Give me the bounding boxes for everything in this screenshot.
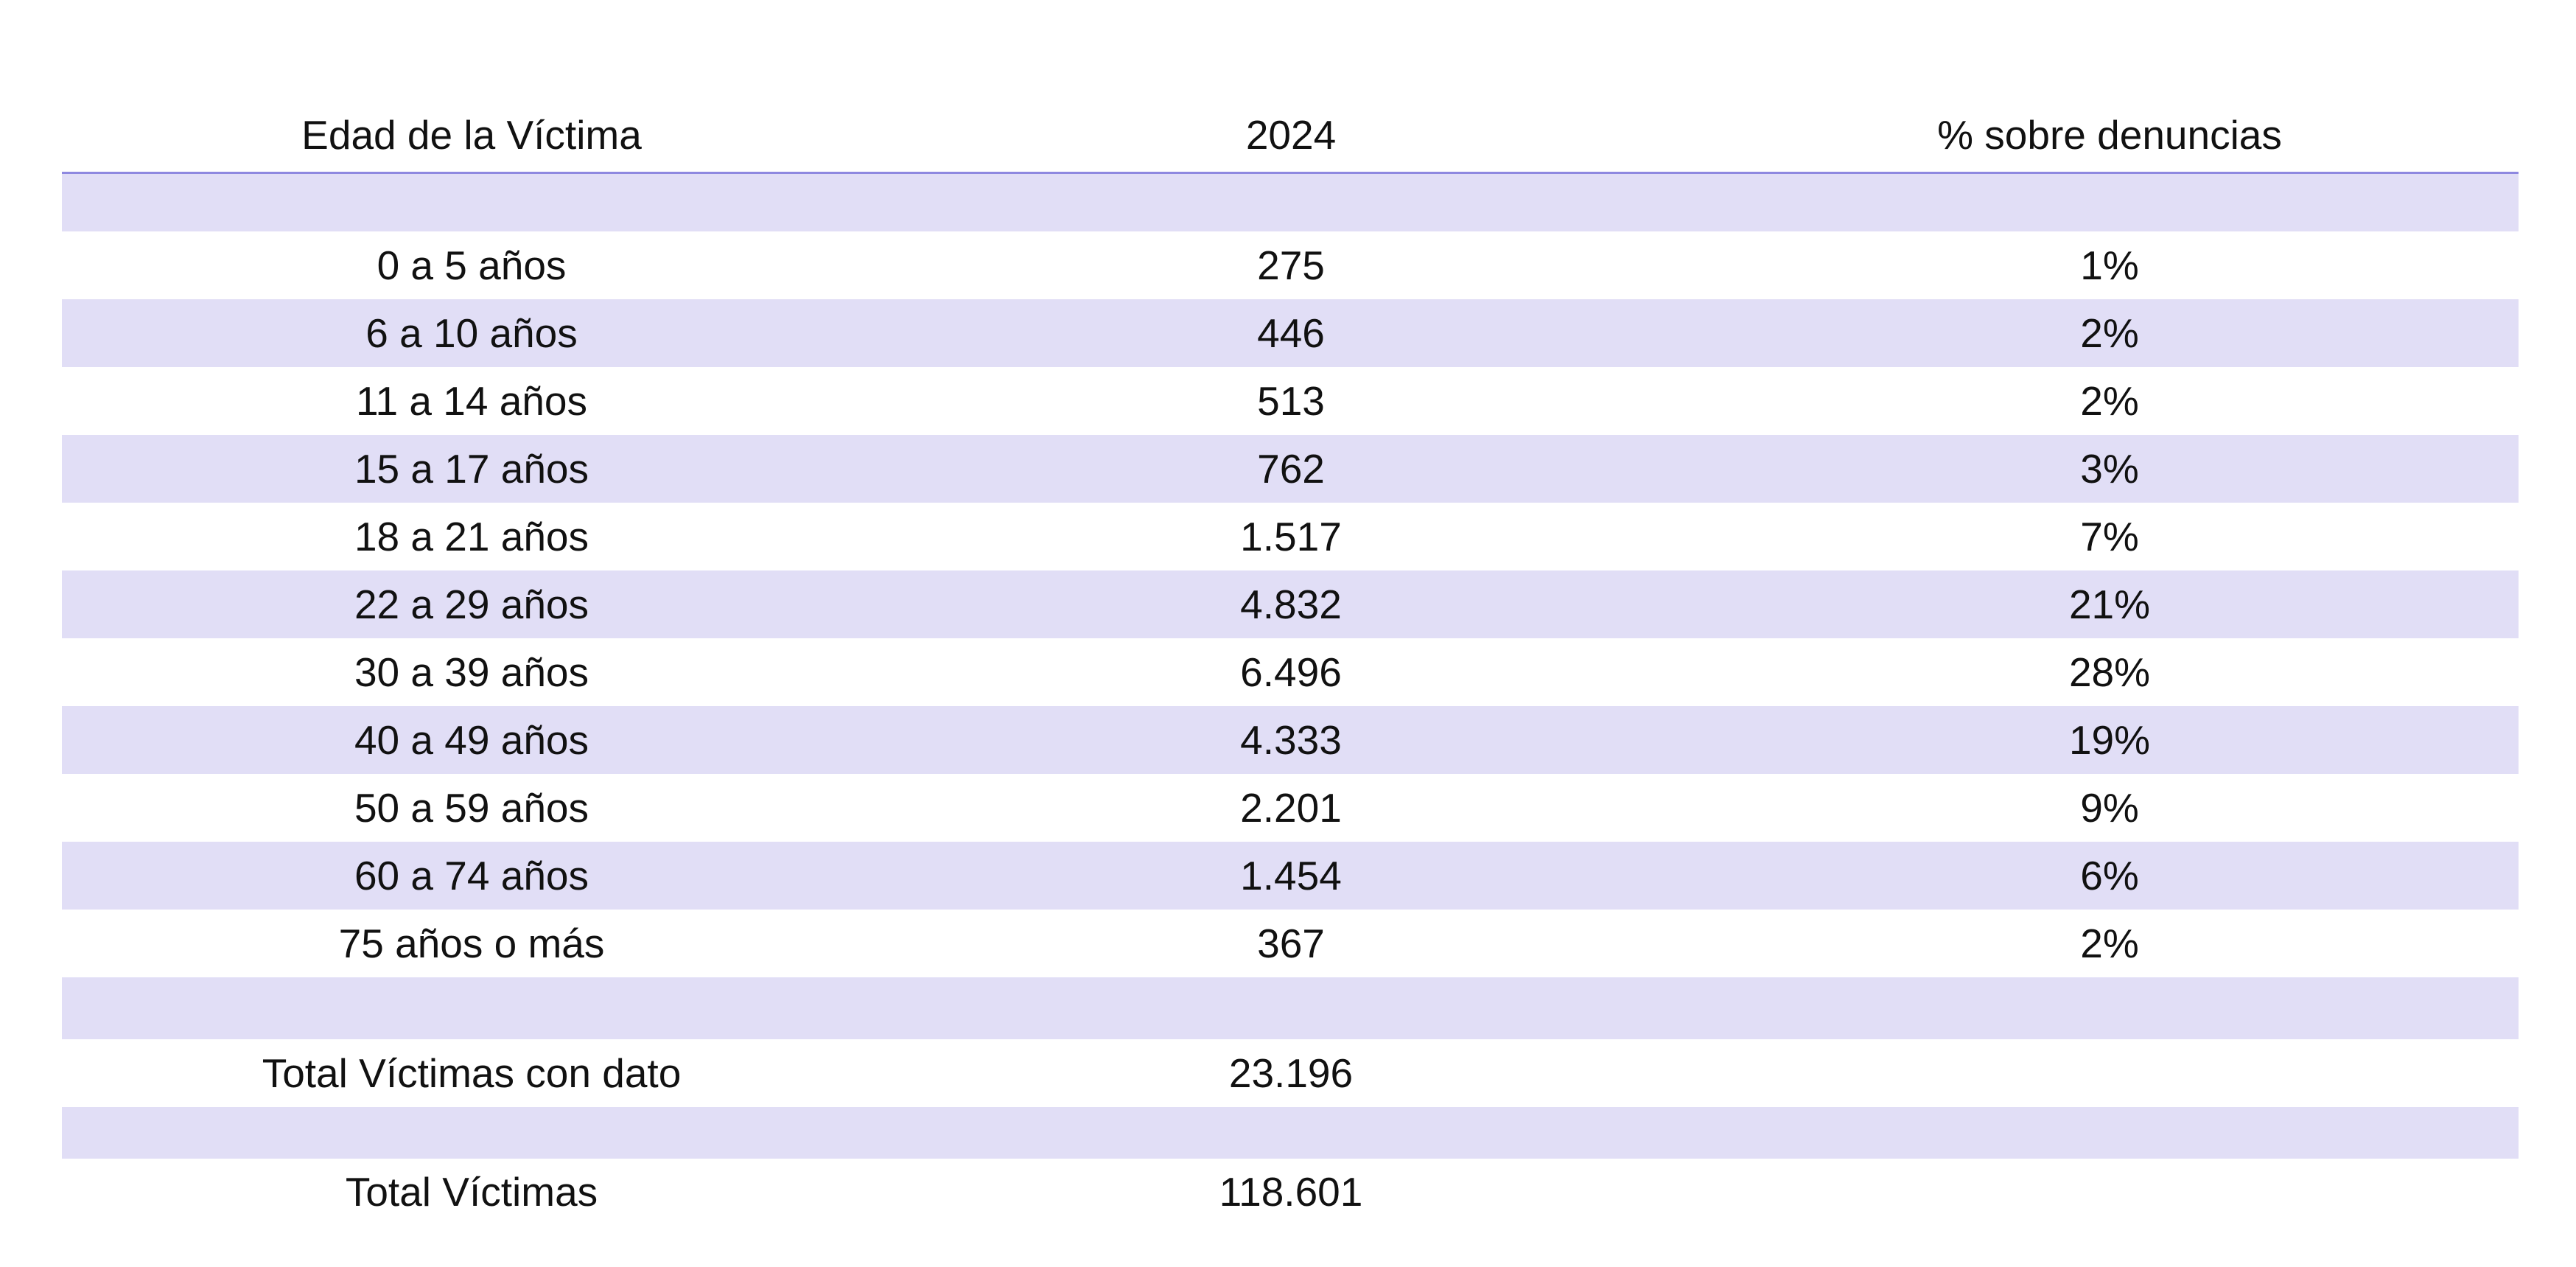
percent-cell: 2%: [2080, 377, 2139, 424]
total-value: 118.601: [1219, 1168, 1363, 1215]
table-row: 50 a 59 años 2.201 9%: [62, 774, 2519, 842]
header-year: 2024: [1245, 112, 1337, 158]
age-cell: 30 a 39 años: [354, 649, 589, 695]
table-row: 18 a 21 años 1.517 7%: [62, 503, 2519, 570]
total-with-data-row: Total Víctimas con dato 23.196: [62, 1039, 2519, 1107]
total-row: Total Víctimas 118.601: [62, 1159, 2519, 1225]
count-cell: 762: [1257, 445, 1325, 492]
table-row: 60 a 74 años 1.454 6%: [62, 842, 2519, 910]
percent-cell: 9%: [2080, 784, 2139, 831]
age-cell: 6 a 10 años: [365, 310, 578, 356]
count-cell: 1.454: [1240, 852, 1342, 898]
percent-cell: 19%: [2068, 716, 2151, 763]
table-row: 6 a 10 años 446 2%: [62, 299, 2519, 367]
count-cell: 2.201: [1240, 784, 1342, 831]
table-row: 40 a 49 años 4.333 19%: [62, 706, 2519, 774]
count-cell: 446: [1257, 310, 1325, 356]
table-row: 15 a 17 años 762 3%: [62, 435, 2519, 503]
count-cell: 513: [1257, 377, 1325, 424]
count-cell: 4.333: [1240, 716, 1342, 763]
age-cell: 18 a 21 años: [354, 513, 589, 559]
victim-age-table: Edad de la Víctima 2024 % sobre denuncia…: [62, 0, 2519, 1225]
spacer-row: [62, 977, 2519, 1039]
total-with-data-value: 23.196: [1228, 1050, 1354, 1096]
age-cell: 50 a 59 años: [354, 784, 589, 831]
percent-cell: 3%: [2080, 445, 2139, 492]
percent-cell: 2%: [2080, 920, 2139, 966]
percent-cell: 2%: [2080, 310, 2139, 356]
percent-cell: 21%: [2068, 581, 2151, 627]
count-cell: 1.517: [1240, 513, 1342, 559]
percent-cell: 28%: [2068, 649, 2151, 695]
total-with-data-label: Total Víctimas con dato: [262, 1050, 682, 1096]
table-row: 75 años o más 367 2%: [62, 910, 2519, 977]
age-cell: 60 a 74 años: [354, 852, 589, 898]
count-cell: 6.496: [1240, 649, 1342, 695]
age-cell: 0 a 5 años: [377, 242, 567, 288]
header-age: Edad de la Víctima: [301, 112, 642, 158]
percent-cell: 6%: [2080, 852, 2139, 898]
spacer-row: [62, 1107, 2519, 1159]
count-cell: 367: [1257, 920, 1325, 966]
age-cell: 75 años o más: [338, 920, 605, 966]
count-cell: 4.832: [1240, 581, 1342, 627]
table-row: 0 a 5 años 275 1%: [62, 231, 2519, 299]
table-header: Edad de la Víctima 2024 % sobre denuncia…: [62, 0, 2519, 174]
percent-cell: 7%: [2080, 513, 2139, 559]
header-percent: % sobre denuncias: [1937, 112, 2282, 158]
table-row: 30 a 39 años 6.496 28%: [62, 638, 2519, 706]
table-body: 0 a 5 años 275 1% 6 a 10 años 446 2% 11 a 14 a…: [62, 231, 2519, 977]
total-label: Total Víctimas: [345, 1168, 598, 1215]
table-row: 22 a 29 años 4.832 21%: [62, 570, 2519, 638]
age-cell: 11 a 14 años: [356, 377, 587, 424]
percent-cell: 1%: [2080, 242, 2139, 288]
table-row: 11 a 14 años 513 2%: [62, 367, 2519, 435]
count-cell: 275: [1257, 242, 1325, 288]
age-cell: 22 a 29 años: [354, 581, 589, 627]
age-cell: 40 a 49 años: [354, 716, 589, 763]
age-cell: 15 a 17 años: [354, 445, 589, 492]
spacer-row: [62, 174, 2519, 231]
